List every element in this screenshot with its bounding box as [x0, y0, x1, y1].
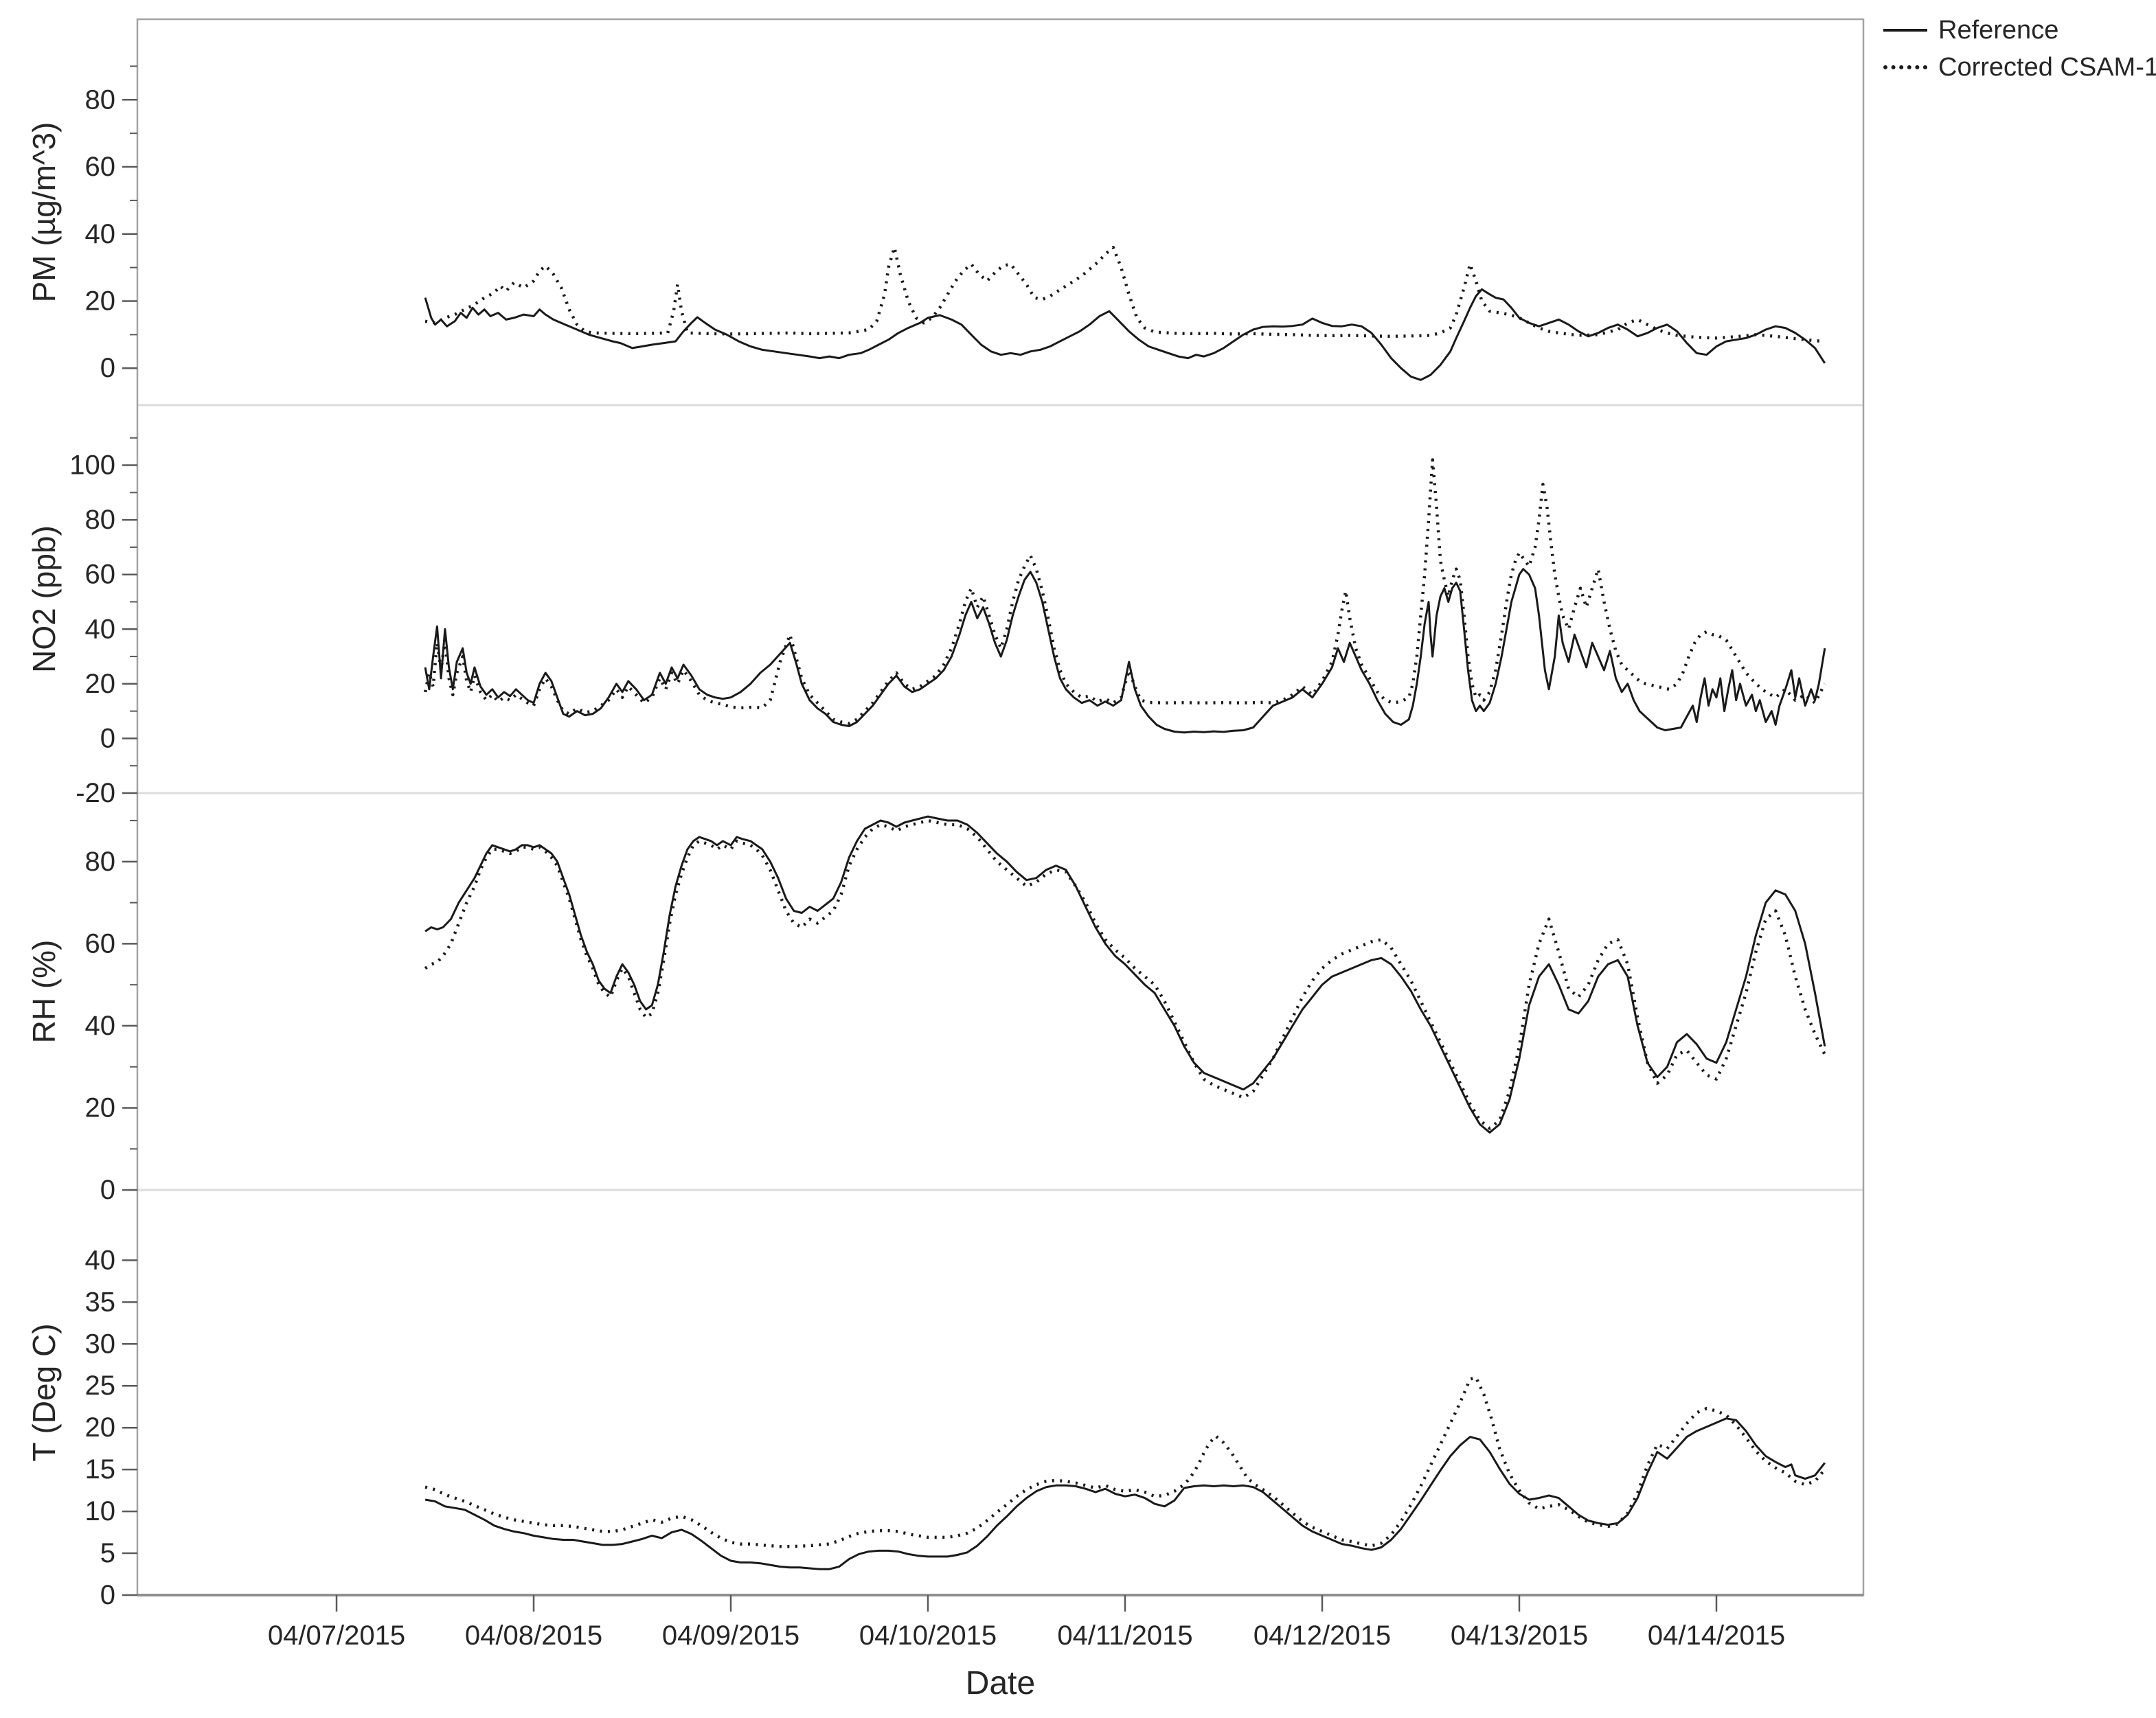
reference-line-rh	[424, 815, 1826, 1134]
y-tick-label: 0	[100, 353, 115, 383]
x-tick-label: 04/10/2015	[859, 1620, 997, 1651]
y-axis-label-rh: RH (%)	[26, 940, 62, 1044]
y-tick-label: 20	[85, 1412, 116, 1443]
x-tick-label: 04/12/2015	[1253, 1620, 1391, 1651]
y-axis-label-t: T (Deg C)	[26, 1323, 62, 1461]
x-tick-label: 04/11/2015	[1057, 1620, 1192, 1651]
y-tick-label: -20	[76, 778, 115, 808]
y-tick-label: 80	[85, 847, 116, 877]
y-tick-label: 40	[85, 1011, 116, 1041]
legend-item-reference: Reference	[1883, 15, 2156, 45]
x-axis: 04/07/2015 04/08/2015 04/09/2015 04/10/2015…	[268, 1595, 1785, 1651]
y-tick-label: 60	[85, 928, 116, 959]
reference-line-pm	[424, 288, 1826, 381]
y-tick-label: 0	[100, 723, 115, 753]
y-tick-label: 35	[85, 1287, 116, 1317]
y-tick-label: 60	[85, 152, 116, 182]
y-tick-label: 10	[85, 1496, 116, 1526]
y-tick-label: 60	[85, 560, 116, 590]
x-tick-label: 04/13/2015	[1451, 1620, 1588, 1651]
y-tick-label: 0	[100, 1175, 115, 1205]
x-tick-label: 04/08/2015	[465, 1620, 602, 1651]
y-tick-label: 30	[85, 1329, 116, 1359]
y-tick-label: 100	[69, 450, 115, 481]
y-tick-label: 40	[85, 219, 116, 249]
plot-border	[136, 18, 1865, 1596]
y-axis-label-pm: PM (µg/m^3)	[26, 122, 62, 303]
panel-no2: -20 0 20 40 60 80 100 NO2 (ppb)	[26, 437, 1826, 808]
corrected-csam1-line-rh	[424, 818, 1826, 1130]
y-tick-label: 20	[85, 1092, 116, 1123]
x-tick-label: 04/09/2015	[662, 1620, 799, 1651]
y-axis-label-no2: NO2 (ppb)	[26, 525, 62, 673]
y-tick-label: 20	[85, 286, 116, 317]
y-tick-label: 20	[85, 669, 116, 699]
panel-pm: 0 20 40 60 80 PM (µg/m^3)	[26, 65, 1826, 383]
y-tick-label: 15	[85, 1454, 116, 1485]
y-tick-label: 5	[100, 1538, 115, 1568]
y-tick-label: 40	[85, 614, 116, 644]
solid-line-sample	[1883, 29, 1927, 32]
x-axis-title: Date	[965, 1665, 1036, 1702]
y-tick-label: 25	[85, 1371, 116, 1401]
y-tick-label: 40	[85, 1245, 116, 1275]
y-tick-label: 80	[85, 505, 116, 535]
panel-t: 0 5 10 15 20 25 30 35 40 T (Deg C)	[26, 1245, 1826, 1610]
corrected-csam1-line-pm	[424, 246, 1825, 343]
dotted-line-sample	[1883, 65, 1927, 69]
legend-item-corrected-csam-1: Corrected CSAM-1	[1883, 52, 2156, 82]
legend: Reference Corrected CSAM-1	[1883, 15, 2156, 82]
x-tick-label: 04/07/2015	[268, 1620, 405, 1651]
reference-line-no2	[424, 568, 1826, 734]
y-tick-label: 0	[100, 1580, 115, 1610]
panel-rh: 0 20 40 60 80 RH (%)	[26, 815, 1826, 1205]
legend-label-corrected: Corrected CSAM-1	[1938, 53, 2156, 82]
x-tick-label: 04/14/2015	[1648, 1620, 1785, 1651]
legend-label-reference: Reference	[1938, 16, 2059, 45]
corrected-csam1-line-t	[424, 1375, 1826, 1548]
reference-line-t	[424, 1417, 1826, 1570]
y-tick-label: 80	[85, 84, 116, 115]
